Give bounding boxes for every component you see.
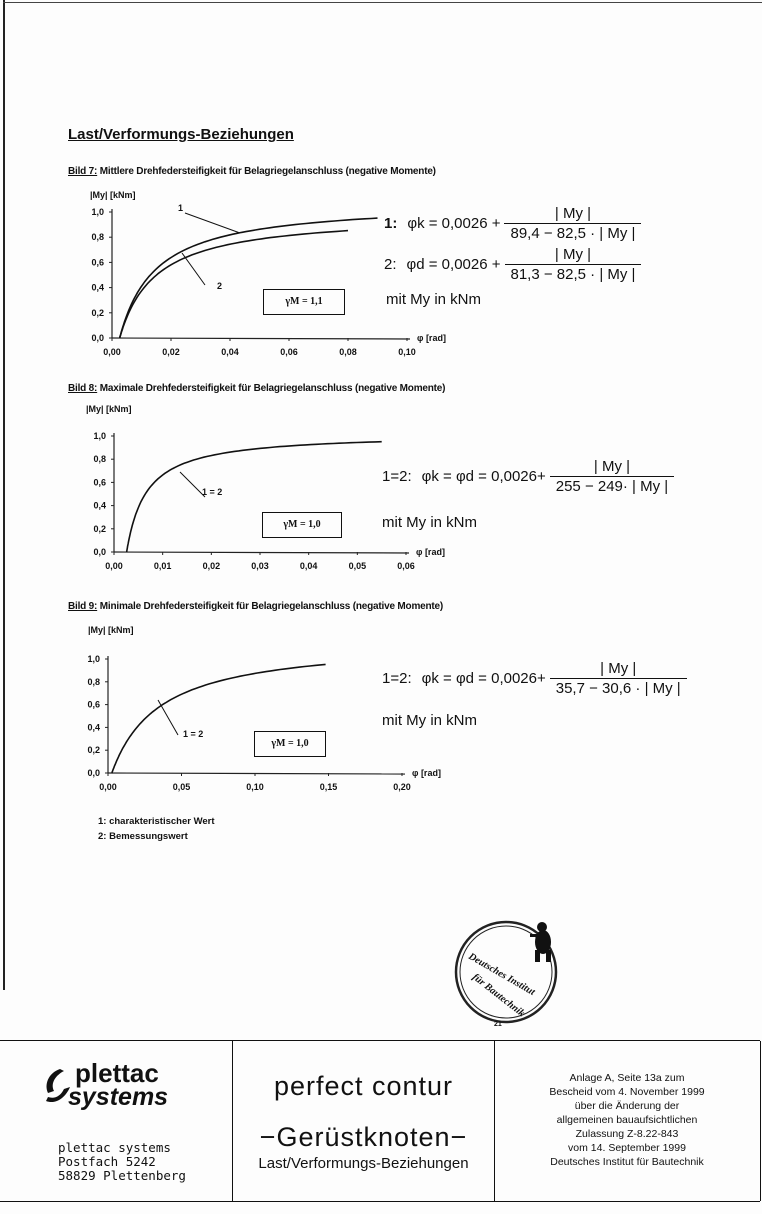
- figure-7-chart: 0,0 0,2 0,4 0,6 0,8 1,0 0,00 0,02 0,04 0,06 0,08 0,…: [91, 203, 446, 357]
- section-title: Last/Verformungs-Beziehungen: [258, 1155, 469, 1172]
- x-tick-label: 0,15: [320, 782, 338, 792]
- y-tick-label: 0,2: [93, 524, 106, 534]
- legend-item-1: 1: charakteristischer Wert: [98, 816, 215, 827]
- figure-9-gamma-box: γM = 1,0: [254, 731, 326, 757]
- y-tick-label: 0,8: [91, 232, 104, 242]
- x-tick-label: 0,10: [246, 782, 264, 792]
- logo-plettac: plettac: [75, 1058, 159, 1088]
- x-tick-label: 0,00: [103, 347, 121, 357]
- footer-company: plettac systems plettac systems Postfach …: [0, 1041, 232, 1201]
- y-tick-label: 0,0: [87, 768, 100, 778]
- y-tick-label: 0,4: [87, 722, 100, 732]
- legend-item-2: 2: Bemessungswert: [98, 831, 188, 842]
- y-tick-label: 0,0: [93, 547, 106, 557]
- figure-8-equation: 1=2: φk = φd = 0,0026+ | My | 255 − 249· | …: [382, 458, 675, 495]
- x-tick-label: 0,05: [349, 561, 367, 571]
- curve-label-leader: [184, 212, 241, 234]
- figure-7-equation-2: 2: φd = 0,0026 + | My | 81,3 − 82,5 · | My …: [384, 246, 642, 283]
- x-tick-label: 0,02: [162, 347, 180, 357]
- page-border-top: [3, 2, 762, 3]
- figure-9-equation: 1=2: φk = φd = 0,0026+ | My | 35,7 − 30,6 ·…: [382, 660, 687, 697]
- figure-8-chart: 0,0 0,2 0,4 0,6 0,8 1,0 0,00 0,01 0,02 0,03 0,04 0,…: [93, 431, 445, 571]
- company-address: plettac systems Postfach 5242 58829 Plette…: [58, 1140, 186, 1183]
- y-tick-label: 1,0: [91, 207, 104, 217]
- y-tick-label: 0,0: [91, 333, 104, 343]
- curve-legend: 1: charakteristischer Wert 2: Bemessungs…: [98, 814, 215, 844]
- x-tick-label: 0,05: [173, 782, 191, 792]
- y-tick-label: 0,6: [87, 700, 100, 710]
- x-tick-label: 0,00: [105, 561, 123, 571]
- x-tick-label: 0,08: [339, 347, 357, 357]
- figure-7-ylabel: |My| [kNm]: [90, 190, 136, 200]
- figure-7-equation-1: 1: φk = 0,0026 + | My | 89,4 − 82,5 · | My …: [384, 205, 642, 242]
- x-tick-label: 0,00: [99, 782, 117, 792]
- bear-icon: [530, 922, 551, 962]
- footer-product: perfect contur −Gerüstknoten− Last/Verfo…: [232, 1041, 495, 1201]
- figure-8-caption: Bild 8: Maximale Drehfedersteifigkeit fü…: [68, 383, 446, 394]
- x-tick-label: 0,04: [221, 347, 239, 357]
- x-axis: [113, 551, 410, 554]
- footer-title-block: plettac systems plettac systems Postfach …: [0, 1040, 761, 1202]
- x-axis-label: φ [rad]: [416, 547, 445, 557]
- page-title: Last/Verformungs-Beziehungen: [68, 126, 294, 143]
- x-axis-label: φ [rad]: [417, 333, 446, 343]
- figure-8-ylabel: |My| [kNm]: [86, 404, 132, 414]
- x-tick-label: 0,03: [251, 561, 269, 571]
- y-tick-label: 0,6: [93, 477, 106, 487]
- official-stamp: Deutsches Institut für Bautechnik 21: [454, 920, 558, 1028]
- y-tick-label: 0,2: [87, 745, 100, 755]
- x-tick-label: 0,10: [398, 347, 416, 357]
- y-tick-label: 1,0: [93, 431, 106, 441]
- y-tick-label: 0,8: [93, 454, 106, 464]
- curve-2: [118, 229, 349, 339]
- curve-label-leader: [157, 699, 179, 736]
- x-tick-label: 0,20: [393, 782, 411, 792]
- y-tick-label: 0,2: [91, 308, 104, 318]
- x-axis-label: φ [rad]: [412, 768, 441, 778]
- plettac-logo-icon: [46, 1069, 70, 1103]
- x-axis: [107, 772, 406, 775]
- figure-8-gamma-box: γM = 1,0: [262, 512, 342, 538]
- curve-1=2: [111, 663, 326, 774]
- curve-label: 1 = 2: [183, 729, 203, 739]
- curve-1: [118, 217, 378, 338]
- y-tick-label: 0,6: [91, 257, 104, 267]
- y-tick-label: 0,8: [87, 677, 100, 687]
- product-subtitle: −Gerüstknoten−: [259, 1122, 468, 1152]
- figure-8-unit-note: mit My in kNm: [382, 514, 477, 531]
- x-tick-label: 0,01: [154, 561, 172, 571]
- x-tick-label: 0,02: [203, 561, 221, 571]
- logo-systems: systems: [68, 1083, 169, 1111]
- y-tick-label: 0,4: [91, 283, 104, 293]
- x-tick-label: 0,04: [300, 561, 318, 571]
- curve-label-leader: [179, 471, 206, 498]
- product-name: perfect contur: [273, 1071, 454, 1101]
- figure-9-chart: 0,0 0,2 0,4 0,6 0,8 1,0 0,00 0,05 0,10 0,15 0,20φ …: [87, 654, 441, 792]
- curve-label: 1 = 2: [202, 487, 222, 497]
- figure-7-gamma-box: γM = 1,1: [263, 289, 345, 315]
- x-tick-label: 0,06: [397, 561, 415, 571]
- footer-approval: Anlage A, Seite 13a zum Bescheid vom 4. N…: [494, 1041, 761, 1201]
- y-tick-label: 1,0: [87, 654, 100, 664]
- figure-7-unit-note: mit My in kNm: [386, 291, 481, 308]
- figure-9-unit-note: mit My in kNm: [382, 712, 477, 729]
- x-tick-label: 0,06: [280, 347, 298, 357]
- curve-label: 2: [217, 281, 222, 291]
- curve-label: 1: [178, 203, 183, 213]
- figure-9-caption: Bild 9: Minimale Drehfedersteifigkeit fü…: [68, 601, 444, 612]
- curve-1=2: [125, 440, 382, 552]
- x-axis: [111, 337, 411, 340]
- page-border-left: [3, 0, 5, 990]
- figure-7-caption: Bild 7: Mittlere Drehfedersteifigkeit fü…: [68, 166, 436, 177]
- y-tick-label: 0,4: [93, 501, 106, 511]
- svg-text:21: 21: [494, 1021, 502, 1028]
- curve-label-leader: [181, 252, 206, 286]
- figure-9-ylabel: |My| [kNm]: [88, 625, 134, 635]
